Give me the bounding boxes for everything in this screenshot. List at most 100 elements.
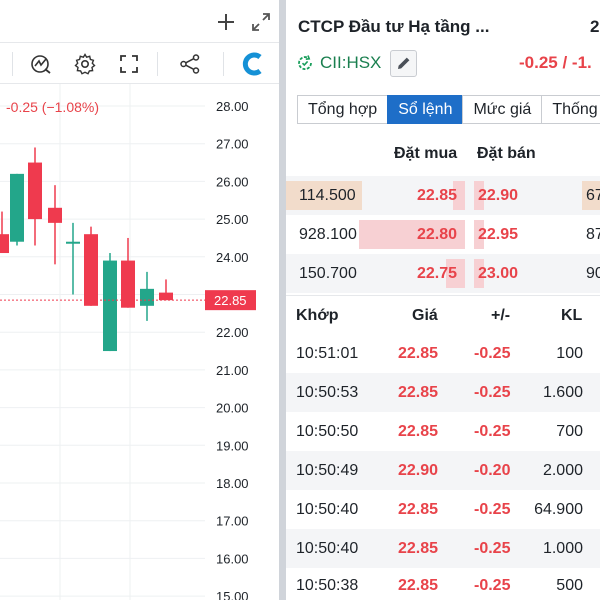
candle[interactable] [84, 226, 98, 306]
tab-statistics[interactable]: Thống [541, 95, 600, 124]
candle[interactable] [103, 253, 117, 352]
sell-volume: 67 [586, 186, 600, 204]
trade-row[interactable]: 10:50:49 22.90 -0.20 2.000 [286, 451, 600, 490]
buy-price: 22.75 [417, 264, 458, 282]
buy-header: Đặt mua [394, 145, 458, 162]
trade-price: 22.85 [398, 539, 439, 557]
candle[interactable] [140, 271, 154, 321]
last-price-label: 22.85 [214, 293, 247, 308]
trade-time: 10:50:38 [296, 576, 359, 594]
buy-depth-bar [446, 259, 465, 288]
orderbook-row[interactable]: 150.700 22.75 23.00 90 [286, 254, 600, 293]
trade-volume: 1.600 [542, 383, 583, 401]
buy-price: 22.85 [417, 186, 458, 204]
sell-volume: 87 [586, 225, 600, 243]
trade-time: 10:50:40 [296, 500, 359, 518]
buy-depth-bar [359, 220, 465, 249]
trade-row[interactable]: 10:50:40 22.85 -0.25 64.900 [286, 490, 600, 529]
edit-button[interactable] [390, 49, 418, 77]
candle-body [140, 288, 154, 306]
ticker-symbol[interactable]: CII:HSX [320, 53, 382, 72]
chart-toolbar [0, 42, 279, 84]
ticker-row: CII:HSX [296, 49, 418, 77]
current-price: 2 [590, 17, 600, 36]
trade-row[interactable]: 10:50:38 22.85 -0.25 500 [286, 566, 600, 600]
trade-volume: 64.900 [534, 500, 583, 518]
trade-change: -0.25 [474, 576, 511, 594]
sell-depth-bar [474, 181, 484, 210]
y-tick-label: 15.00 [216, 589, 249, 600]
panel-splitter[interactable] [279, 0, 286, 600]
candle[interactable] [66, 222, 80, 295]
toolbar-divider [157, 52, 158, 76]
sell-volume: 90 [586, 264, 600, 282]
candle[interactable] [28, 147, 42, 246]
candle[interactable] [0, 211, 9, 254]
brand-logo-icon[interactable] [239, 50, 267, 78]
trade-volume: 1.000 [542, 539, 583, 557]
price-change-label: -0.25 (−1.08%) [6, 99, 99, 115]
plus-icon[interactable] [214, 10, 238, 34]
stock-name: CTCP Đầu tư Hạ tầng ... [298, 17, 490, 36]
trade-time: 10:50:49 [296, 461, 359, 479]
refresh-icon[interactable] [296, 54, 314, 72]
trade-volume: 500 [556, 576, 583, 594]
toolbar-divider [223, 52, 224, 76]
sell-depth-bar [474, 220, 484, 249]
y-tick-label: 19.00 [216, 438, 249, 453]
trade-time: 10:50:40 [296, 539, 359, 557]
trade-row[interactable]: 10:50:53 22.85 -0.25 1.600 [286, 373, 600, 412]
trade-change: -0.25 [474, 539, 511, 557]
candlestick-chart[interactable]: 28.0027.0026.0025.0024.0023.0022.0021.00… [0, 84, 279, 600]
chart-top-bar [0, 0, 279, 42]
fullscreen-icon[interactable] [116, 51, 142, 77]
toolbar-divider [12, 52, 13, 76]
expand-icon[interactable] [249, 10, 273, 34]
candle[interactable] [159, 279, 173, 301]
trade-time: 10:50:50 [296, 422, 359, 440]
y-tick-label: 25.00 [216, 212, 249, 227]
y-tick-label: 16.00 [216, 551, 249, 566]
buy-price: 22.80 [417, 225, 458, 243]
trade-price: 22.85 [398, 383, 439, 401]
candle-body [28, 162, 42, 220]
change-column-header[interactable]: +/- [491, 307, 511, 324]
trade-time: 10:51:01 [296, 344, 359, 362]
orderbook-row[interactable]: 114.500 22.85 22.90 67 [286, 176, 600, 215]
y-tick-label: 24.00 [216, 250, 249, 265]
trade-row[interactable]: 10:50:50 22.85 -0.25 700 [286, 412, 600, 451]
gear-icon[interactable] [72, 51, 98, 77]
sell-price: 23.00 [478, 264, 519, 282]
trade-price: 22.90 [398, 461, 439, 479]
candle-body [84, 234, 98, 306]
candle[interactable] [121, 237, 135, 308]
tab-price-levels[interactable]: Mức giá [462, 95, 543, 124]
sell-volume-bar [582, 181, 600, 210]
y-tick-label: 27.00 [216, 137, 249, 152]
y-tick-label: 18.00 [216, 476, 249, 491]
orderbook-row[interactable]: 928.100 22.80 22.95 87 [286, 215, 600, 254]
y-tick-label: 17.00 [216, 514, 249, 529]
trade-row[interactable]: 10:51:01 22.85 -0.25 100 [286, 334, 600, 373]
candle-body [48, 207, 62, 223]
indicator-icon[interactable] [28, 51, 54, 77]
volume-column-header[interactable]: KL [561, 307, 583, 324]
sell-price: 22.90 [478, 186, 519, 204]
trade-row[interactable]: 10:50:40 22.85 -0.25 1.000 [286, 529, 600, 568]
y-tick-label: 21.00 [216, 363, 249, 378]
candle[interactable] [48, 185, 62, 265]
share-icon[interactable] [177, 51, 203, 77]
y-tick-label: 26.00 [216, 174, 249, 189]
trade-change: -0.25 [474, 500, 511, 518]
time-column-header[interactable]: Khớp [296, 307, 339, 324]
last-price-box [205, 290, 256, 311]
sell-price: 22.95 [478, 225, 519, 243]
buy-volume: 114.500 [299, 186, 356, 204]
tab-order-book[interactable]: Sổ lệnh [387, 95, 464, 124]
buy-volume: 150.700 [299, 264, 357, 282]
candle[interactable] [10, 173, 24, 246]
trade-price: 22.85 [398, 422, 439, 440]
tab-summary[interactable]: Tổng hợp [297, 95, 389, 124]
price-column-header[interactable]: Giá [412, 307, 438, 324]
trade-change: -0.25 [474, 422, 511, 440]
